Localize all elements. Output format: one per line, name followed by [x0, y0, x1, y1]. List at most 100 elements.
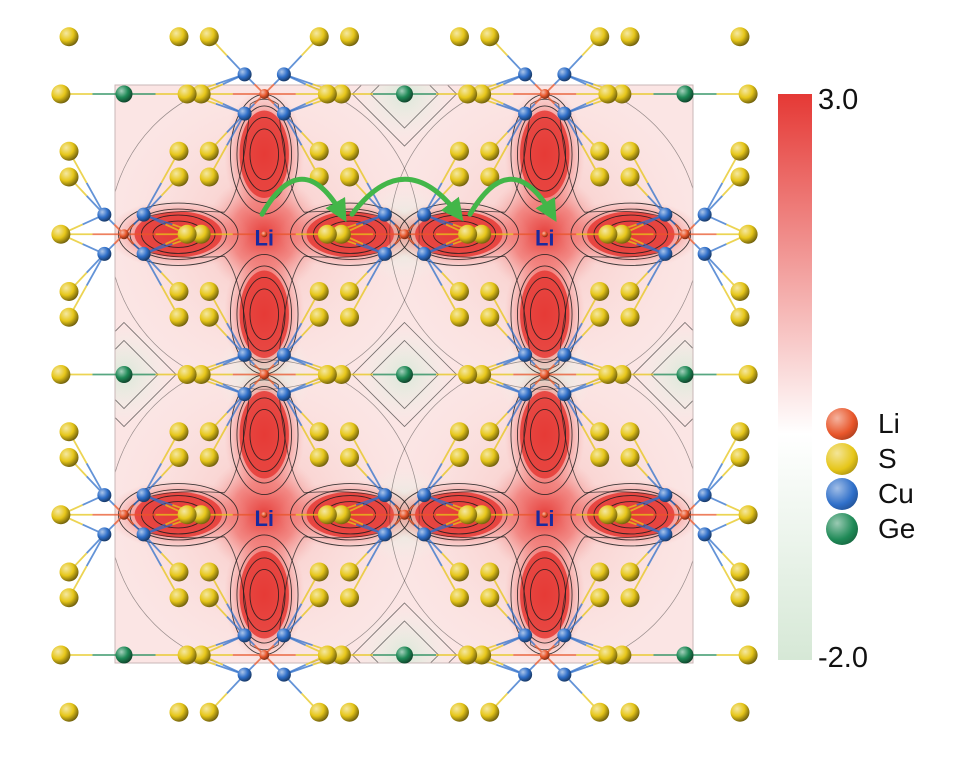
li-atom [399, 229, 410, 240]
s-atom [598, 365, 618, 384]
s-atom [590, 281, 610, 301]
cu-atom [377, 246, 392, 261]
cu-atom [658, 527, 673, 542]
contour-line [523, 397, 567, 473]
s-atom [199, 167, 219, 187]
s-atom [309, 27, 329, 47]
contour-line [115, 339, 159, 410]
li-atom [261, 231, 268, 238]
s-atom [51, 505, 71, 525]
cu-atom [276, 347, 291, 362]
s-atom [480, 307, 500, 327]
s-atom [480, 422, 500, 442]
s-atom [169, 448, 189, 468]
s-atom [590, 141, 610, 161]
s-atom [309, 702, 329, 722]
hop-arrow [467, 176, 557, 223]
s-atom [59, 702, 79, 722]
s-atom [331, 365, 351, 384]
s-atom [449, 422, 469, 442]
cu-atom [237, 347, 252, 362]
s-atom [620, 167, 640, 187]
cu-atom [97, 488, 112, 503]
legend-label: S [878, 442, 897, 474]
s-atom [199, 307, 219, 327]
s-atom [730, 422, 750, 442]
li-atom [119, 509, 129, 520]
s-atom [472, 505, 492, 525]
cu-atom [377, 488, 392, 503]
cu-atom [377, 207, 392, 222]
s-atom [51, 224, 71, 244]
s-atom [199, 448, 219, 468]
contour-line [236, 546, 292, 644]
li-site-label: Li [254, 506, 274, 531]
s-atom [590, 307, 610, 327]
s-atom [309, 588, 329, 608]
li-atom [119, 229, 129, 240]
cu-atom [97, 246, 112, 261]
cu-atom [417, 246, 432, 261]
s-atom [59, 448, 79, 468]
legend-label: Ge [878, 512, 916, 544]
cu-atom [237, 67, 252, 82]
s-atom [169, 27, 189, 47]
cu-atom [557, 67, 572, 82]
s-atom [177, 645, 197, 665]
cu-atom [417, 207, 432, 222]
s-atom [199, 141, 219, 161]
density-lobe [520, 110, 570, 198]
density-lobe [520, 551, 570, 639]
s-atom [472, 365, 492, 384]
atom-lattice [51, 27, 758, 722]
contour-line [523, 277, 567, 352]
li-atom [259, 369, 270, 380]
s-atom [317, 365, 337, 384]
cu-atom-icon [826, 477, 858, 510]
li-atom [259, 89, 270, 99]
cu-atom [518, 667, 533, 682]
legend-label: Li [878, 407, 900, 439]
s-atom [590, 167, 610, 187]
s-atom [169, 307, 189, 327]
li-atom [261, 511, 268, 518]
contour-line [242, 397, 286, 473]
s-atom [317, 645, 337, 665]
s-atom [458, 365, 478, 384]
cu-atom [97, 527, 112, 542]
s-atom [191, 84, 211, 104]
cu-atom [697, 207, 712, 222]
s-atom [199, 702, 219, 722]
s-atom [472, 84, 492, 104]
contour-line [242, 116, 286, 192]
cu-atom [658, 488, 673, 503]
s-atom [480, 167, 500, 187]
s-atom [59, 167, 79, 187]
li-hopping-arrows [259, 176, 557, 223]
ge-atom [676, 85, 694, 103]
li-atom [539, 369, 550, 380]
density-lobe [520, 391, 570, 479]
contour-line [632, 321, 693, 428]
depletion-region [356, 607, 453, 663]
s-atom [612, 84, 632, 104]
s-atom [309, 562, 329, 582]
li-atom [541, 231, 548, 238]
contour-line [249, 409, 279, 461]
s-atom [449, 281, 469, 301]
s-atom [177, 365, 197, 384]
contour-line [249, 128, 279, 180]
s-atom [309, 422, 329, 442]
s-atom [340, 702, 360, 722]
s-atom [730, 588, 750, 608]
ge-atom-icon [826, 512, 858, 545]
s-atom [59, 422, 79, 442]
s-atom [458, 84, 478, 104]
cu-atom [518, 628, 533, 643]
s-atom [309, 307, 329, 327]
s-atom [331, 84, 351, 104]
s-atom [169, 588, 189, 608]
s-atom [730, 141, 750, 161]
s-atom [480, 27, 500, 47]
s-atom [191, 645, 211, 665]
